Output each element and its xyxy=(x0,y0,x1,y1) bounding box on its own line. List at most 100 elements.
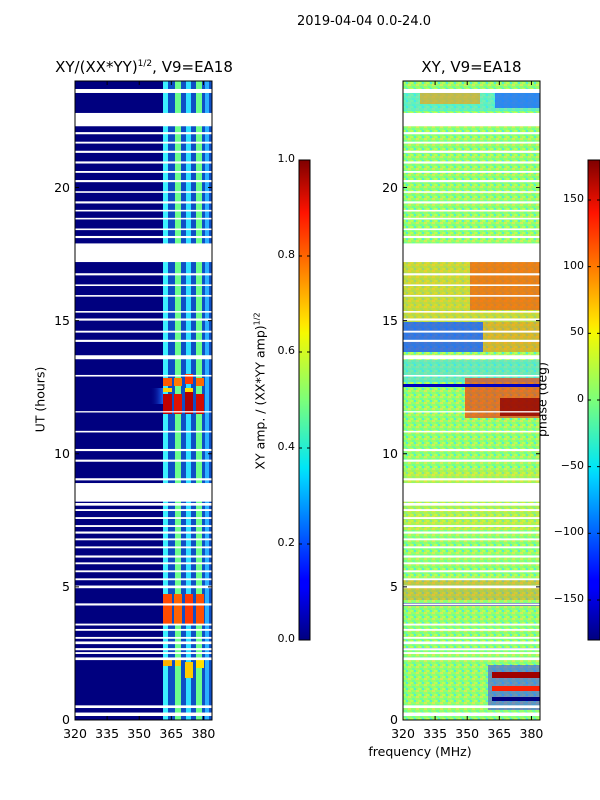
left-gap-16 xyxy=(75,538,212,541)
left-gap-14 xyxy=(75,555,212,558)
left-channel-band-5 xyxy=(205,81,209,720)
left-gap-19 xyxy=(75,517,212,519)
right-ytick-label-4: 20 xyxy=(382,179,398,195)
left-xtick-label-3: 365 xyxy=(159,726,184,741)
left-gap-27 xyxy=(75,411,212,413)
left-title-main: XY/(XX*YY) xyxy=(55,58,138,76)
left-gap-7 xyxy=(75,628,212,631)
right-xtick-label-1: 335 xyxy=(423,726,448,741)
left-gap-31 xyxy=(75,330,212,333)
right-gap-31 xyxy=(403,330,540,333)
right-gap-5 xyxy=(403,641,540,645)
left-glow xyxy=(150,388,163,404)
left-plot-frame xyxy=(74,80,213,721)
left-gap-42 xyxy=(75,201,212,204)
left-title-rest: , V9=EA18 xyxy=(152,58,233,76)
right-panel xyxy=(402,80,541,721)
left-gap-28 xyxy=(75,374,212,377)
left-gap-1 xyxy=(75,705,212,709)
left-cb-tick-label-4: 0.8 xyxy=(277,248,296,261)
left-gap-15 xyxy=(75,546,212,549)
left-gap-47 xyxy=(75,150,212,153)
left-xtick-label-0: 320 xyxy=(63,726,87,741)
left-gap-23 xyxy=(75,478,212,481)
right-gap-20 xyxy=(403,509,540,511)
left-gap-51 xyxy=(75,88,212,93)
right-gap-32 xyxy=(403,318,540,321)
right-gap-49 xyxy=(403,132,540,135)
figure-xlabel: frequency (MHz) xyxy=(368,744,472,759)
left-gap-17 xyxy=(75,531,212,534)
left-cb-tick-label-1: 0.2 xyxy=(277,536,296,549)
right-ytick-label-3: 15 xyxy=(382,312,398,328)
right-cb-tick-label-3: 0 xyxy=(577,392,584,405)
right-gap-3 xyxy=(403,652,540,654)
right-gap-41 xyxy=(403,209,540,212)
right-gap-22 xyxy=(403,483,540,502)
right-ytick-label-0: 0 xyxy=(390,712,398,727)
right-gap-10 xyxy=(403,585,540,589)
right-gap-33 xyxy=(403,311,540,313)
right-gap-2 xyxy=(403,657,540,661)
right-gap-6 xyxy=(403,636,540,639)
left-title-sup: 1/2 xyxy=(137,59,153,69)
right-cb-tick-label-2: −50 xyxy=(560,458,584,472)
right-gap-15 xyxy=(403,546,540,549)
right-gap-1 xyxy=(403,705,540,709)
left-gap-24 xyxy=(75,459,212,462)
left-gap-25 xyxy=(75,448,212,452)
left-gap-46 xyxy=(75,161,212,164)
left-ytick-label-3: 15 xyxy=(54,312,70,328)
left-gap-37 xyxy=(75,243,212,263)
right-cb-tick-label-6: 150 xyxy=(563,192,584,205)
right-cb-tick-label-4: 50 xyxy=(570,325,584,339)
right-gap-7 xyxy=(403,628,540,631)
right-gap-48 xyxy=(403,141,540,144)
right-axis-ticks xyxy=(402,81,540,721)
right-gap-27 xyxy=(403,411,540,413)
left-gap-9 xyxy=(75,603,212,606)
right-gap-16 xyxy=(403,538,540,541)
left-gap-29 xyxy=(75,355,212,360)
right-plot-frame xyxy=(402,80,541,721)
left-gap-2 xyxy=(75,657,212,661)
left-gap-30 xyxy=(75,339,212,342)
left-hotspot-group-1 xyxy=(163,374,204,414)
right-gap-26 xyxy=(403,430,540,433)
right-gap-8 xyxy=(403,623,540,626)
right-cb-tick-label-1: −100 xyxy=(553,525,584,539)
left-colorbar-ticks xyxy=(299,159,310,641)
left-gap-4 xyxy=(75,648,212,651)
right-gap-23 xyxy=(403,478,540,481)
right-gap-46 xyxy=(403,161,540,164)
right-gap-34 xyxy=(403,295,540,297)
left-cb-tick-label-3: 0.6 xyxy=(277,344,296,357)
left-xtick-label-1: 335 xyxy=(95,726,120,741)
right-gap-28 xyxy=(403,374,540,377)
left-gap-36 xyxy=(75,273,212,276)
left-gap-43 xyxy=(75,191,212,193)
left-xtick-label-2: 350 xyxy=(127,726,152,741)
left-gap-41 xyxy=(75,209,212,212)
left-gap-26 xyxy=(75,430,212,433)
left-gap-11 xyxy=(75,578,212,581)
right-gap-9 xyxy=(403,603,540,606)
left-ytick-label-2: 10 xyxy=(54,445,70,461)
right-gap-14 xyxy=(403,555,540,558)
right-gap-29 xyxy=(403,355,540,360)
left-gap-49 xyxy=(75,132,212,135)
left-cb-tick-label-0: 0.0 xyxy=(277,632,296,645)
right-gap-13 xyxy=(403,562,540,565)
left-gap-34 xyxy=(75,295,212,297)
left-gap-38 xyxy=(75,235,212,239)
right-gap-17 xyxy=(403,531,540,534)
left-gap-8 xyxy=(75,623,212,626)
left-hotspot-group-2 xyxy=(163,594,204,678)
left-gap-20 xyxy=(75,509,212,511)
left-gap-44 xyxy=(75,180,212,183)
right-gap-50 xyxy=(403,112,540,127)
right-gap-11 xyxy=(403,578,540,581)
left-cb-tick-label-5: 1.0 xyxy=(277,152,296,165)
left-xtick-label-4: 380 xyxy=(191,726,216,741)
left-gap-12 xyxy=(75,570,212,573)
